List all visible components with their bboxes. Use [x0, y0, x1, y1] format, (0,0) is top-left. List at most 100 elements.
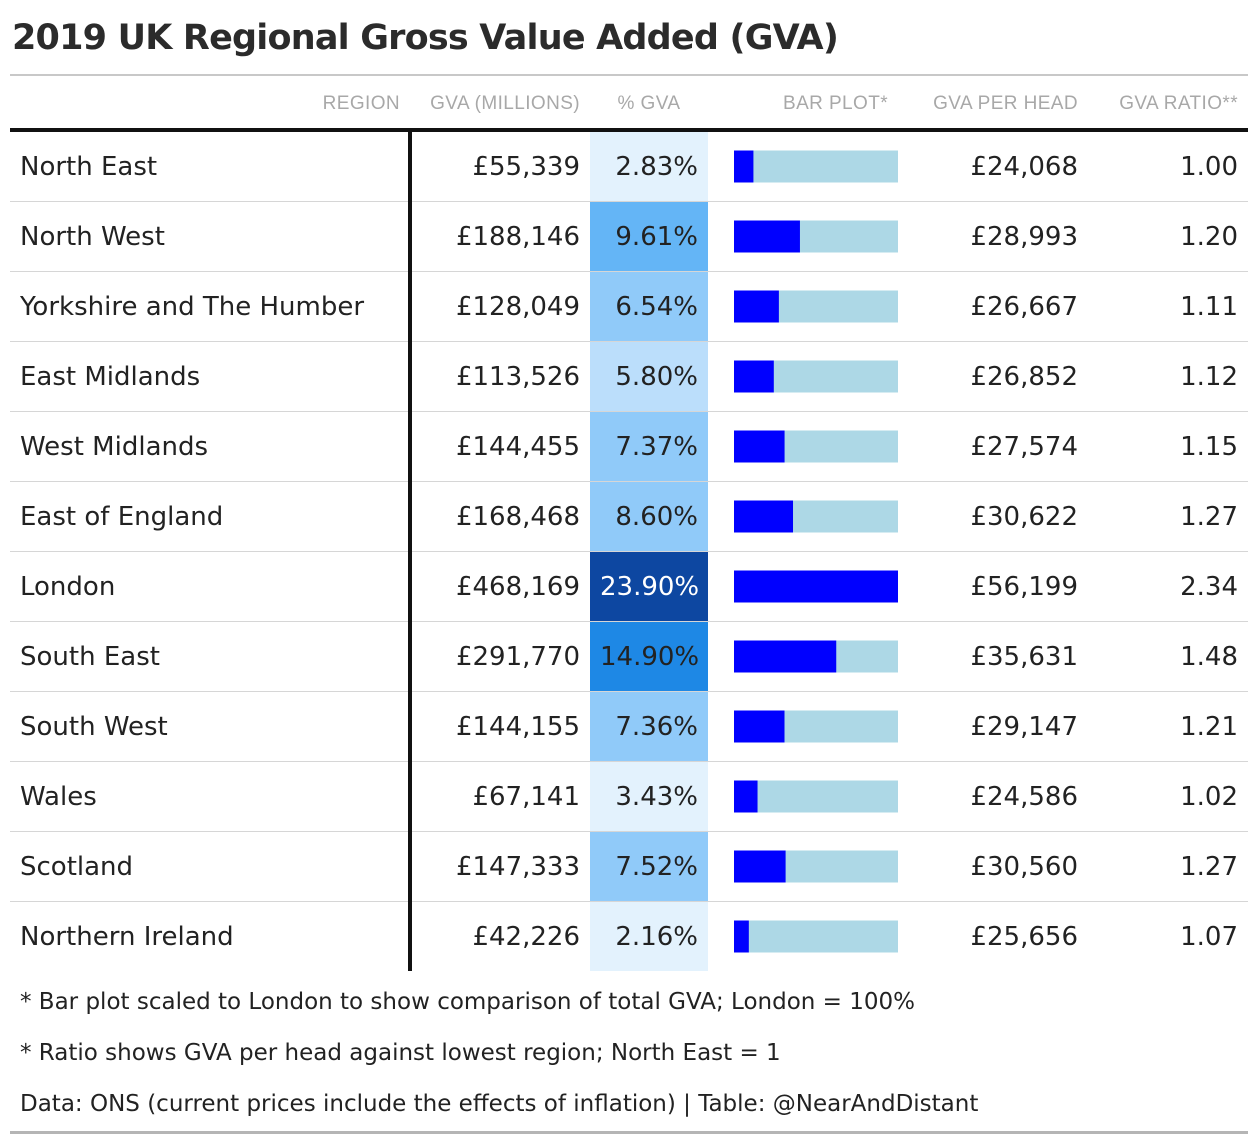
gva-cell: £144,455 [410, 411, 590, 482]
region-cell: Yorkshire and The Humber [10, 271, 412, 342]
gva-ratio-cell: 1.48 [1088, 621, 1248, 692]
region-cell: South East [10, 621, 412, 692]
header-row: REGION GVA (MILLIONS) % GVA BAR PLOT* GV… [10, 80, 1248, 132]
pct-cell: 7.36% [590, 691, 708, 762]
bar-plot [734, 780, 898, 813]
bar-plot-cell [708, 271, 898, 342]
table-row: West Midlands £144,455 7.37% £27,574 1.15 [10, 411, 1248, 482]
gva-cell: £291,770 [410, 621, 590, 692]
gva-per-head-cell: £56,199 [898, 551, 1088, 622]
region-cell: East of England [10, 481, 412, 552]
chart-title: 2019 UK Regional Gross Value Added (GVA) [12, 18, 839, 58]
bar-plot-cell [708, 341, 898, 412]
region-cell: North West [10, 201, 412, 272]
table-row: Northern Ireland £42,226 2.16% £25,656 1.07 [10, 901, 1248, 972]
table-row: South East £291,770 14.90% £35,631 1.48 [10, 621, 1248, 692]
table-row: London £468,169 23.90% £56,199 2.34 [10, 551, 1248, 622]
gva-per-head-cell: £35,631 [898, 621, 1088, 692]
gva-ratio-cell: 1.11 [1088, 271, 1248, 342]
gva-ratio-cell: 1.27 [1088, 481, 1248, 552]
region-cell: South West [10, 691, 412, 762]
bar-fill [734, 570, 898, 603]
table-row: Wales £67,141 3.43% £24,586 1.02 [10, 761, 1248, 832]
bar-plot-cell [708, 621, 898, 692]
pct-cell: 7.52% [590, 831, 708, 902]
gva-per-head-cell: £30,622 [898, 481, 1088, 552]
gva-ratio-cell: 1.00 [1088, 130, 1248, 202]
pct-cell: 2.16% [590, 901, 708, 971]
region-cell: London [10, 551, 412, 622]
gva-ratio-cell: 1.07 [1180, 921, 1238, 952]
gva-ratio-cell: 1.20 [1088, 201, 1248, 272]
gva-ratio-cell: 2.34 [1088, 551, 1248, 622]
bar-plot [734, 430, 898, 463]
title-divider [10, 74, 1248, 76]
gva-cell: £188,146 [410, 201, 590, 272]
table-row: Scotland £147,333 7.52% £30,560 1.27 [10, 831, 1248, 902]
bar-plot [734, 500, 898, 533]
gva-per-head-cell: £27,574 [898, 411, 1088, 482]
gva-per-head-cell: £24,068 [898, 130, 1088, 202]
bar-plot [734, 920, 898, 953]
pct-cell: 9.61% [590, 201, 708, 272]
region-cell: Scotland [10, 831, 412, 902]
bar-track [734, 920, 898, 953]
bar-fill [734, 150, 754, 183]
gva-cell: £128,049 [410, 271, 590, 342]
pct-cell: 7.37% [590, 411, 708, 482]
footnote-bar-plot: * Bar plot scaled to London to show comp… [20, 989, 916, 1015]
bar-fill [734, 710, 785, 743]
gva-per-head-cell: £25,656 [970, 921, 1078, 952]
region-cell: Northern Ireland [10, 901, 412, 971]
gva-per-head-cell: £30,560 [898, 831, 1088, 902]
pct-cell: 23.90% [590, 551, 708, 622]
bar-plot-cell [708, 691, 898, 762]
column-header-bar: BAR PLOT* [708, 80, 898, 132]
pct-cell: 5.80% [590, 341, 708, 412]
gva-ratio-cell: 1.02 [1088, 761, 1248, 832]
gva-cell: £42,226 [472, 921, 580, 952]
bar-fill [734, 430, 785, 463]
bar-fill [734, 500, 794, 533]
bar-plot [734, 150, 898, 183]
bar-plot-cell [708, 481, 898, 552]
column-header-region: REGION [10, 80, 410, 132]
bar-fill [734, 360, 774, 393]
bar-plot-cell [708, 761, 898, 832]
bar-plot [734, 850, 898, 883]
column-header-gva: GVA (MILLIONS) [410, 80, 590, 132]
pct-cell: 6.54% [590, 271, 708, 342]
gva-ratio-cell: 1.12 [1088, 341, 1248, 412]
bar-plot [734, 710, 898, 743]
table-row: North West £188,146 9.61% £28,993 1.20 [10, 201, 1248, 272]
bar-plot-cell [708, 130, 898, 202]
bar-plot-cell [708, 201, 898, 272]
gva-per-head-cell: £29,147 [898, 691, 1088, 762]
pct-cell: 14.90% [590, 621, 708, 692]
bottom-divider [10, 1131, 1248, 1134]
table-body: North East £55,339 2.83% £24,068 1.00 North W… [10, 130, 1248, 971]
bar-track [734, 780, 898, 813]
table-row: East Midlands £113,526 5.80% £26,852 1.12 [10, 341, 1248, 412]
bar-plot [734, 290, 898, 323]
bar-plot-cell [708, 411, 898, 482]
table-row: North East £55,339 2.83% £24,068 1.00 [10, 130, 1248, 202]
column-header-ratio: GVA RATIO** [1088, 80, 1248, 132]
bar-plot [734, 220, 898, 253]
bar-plot-cell [708, 831, 898, 902]
pct-cell: 8.60% [590, 481, 708, 552]
gva-ratio-cell: 1.15 [1088, 411, 1248, 482]
table-row: South West £144,155 7.36% £29,147 1.21 [10, 691, 1248, 762]
table-row: Yorkshire and The Humber £128,049 6.54% £26… [10, 271, 1248, 342]
column-header-head: GVA PER HEAD [898, 80, 1088, 132]
pct-cell: 2.83% [590, 130, 708, 202]
gva-table: REGION GVA (MILLIONS) % GVA BAR PLOT* GV… [10, 80, 1248, 971]
bar-plot [734, 570, 898, 603]
gva-cell: £67,141 [410, 761, 590, 832]
bar-plot-cell [708, 902, 898, 972]
gva-cell: £147,333 [410, 831, 590, 902]
gva-cell: £113,526 [410, 341, 590, 412]
gva-ratio-cell: 1.21 [1088, 691, 1248, 762]
region-cell: North East [10, 130, 412, 202]
